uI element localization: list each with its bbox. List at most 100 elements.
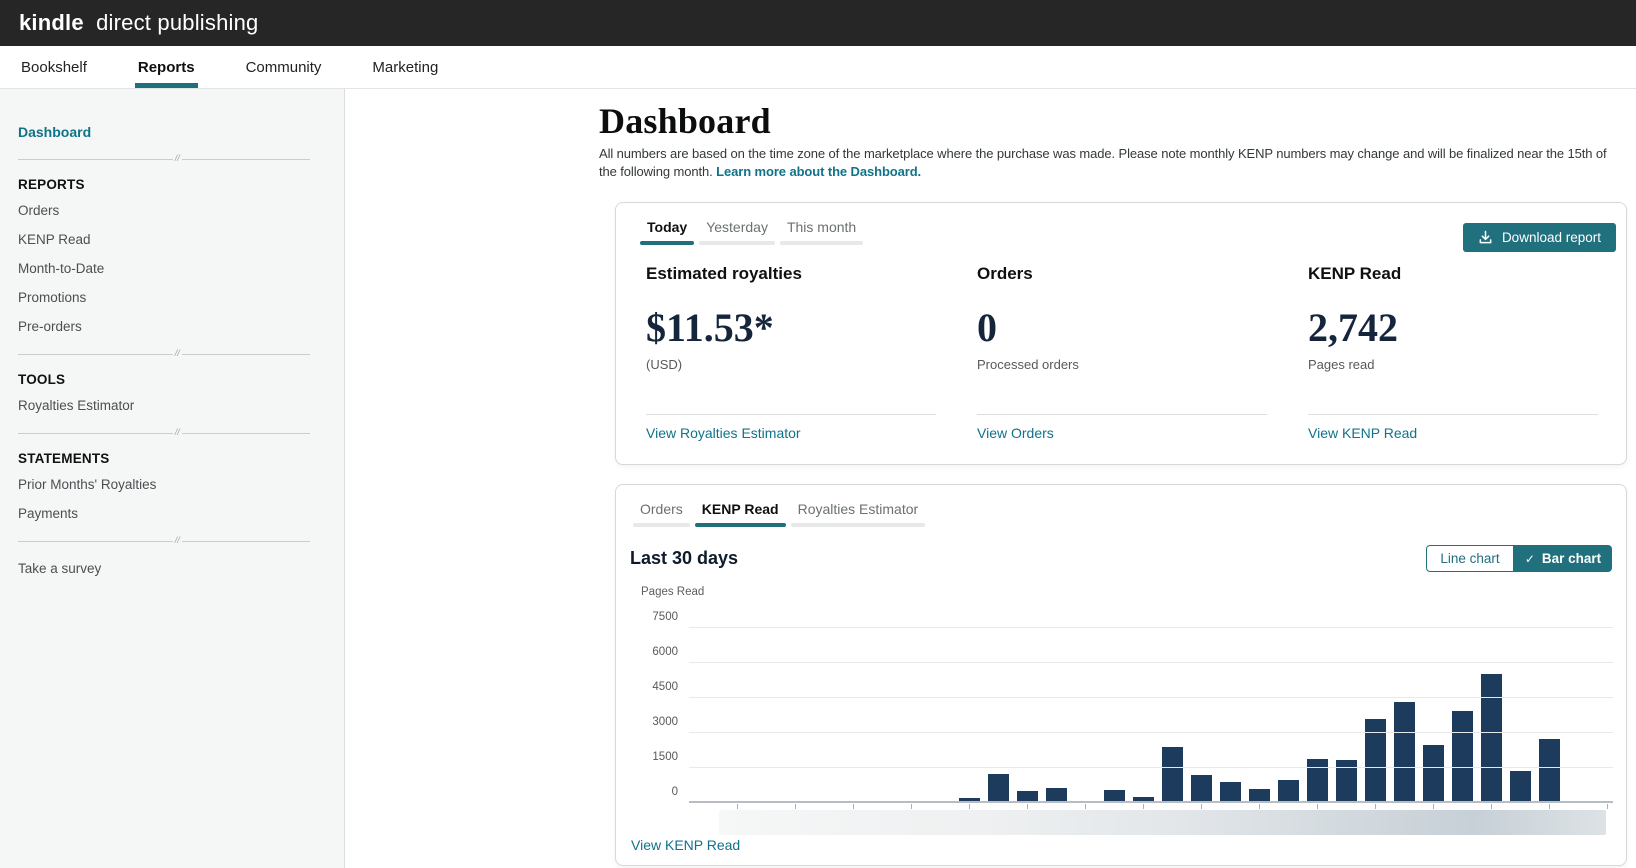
bar xyxy=(1307,759,1328,802)
bar-slot xyxy=(1361,627,1390,802)
bar xyxy=(1336,760,1357,802)
learn-more-link[interactable]: Learn more about the Dashboard. xyxy=(716,163,922,179)
nav-tab-bookshelf[interactable]: Bookshelf xyxy=(21,58,87,76)
x-tick xyxy=(1027,804,1028,809)
bar-slot xyxy=(926,627,955,802)
tab-kenp-read[interactable]: KENP Read xyxy=(694,501,786,527)
sidebar-item-pre-orders[interactable]: Pre-orders xyxy=(18,319,82,334)
stat-title: Estimated royalties xyxy=(646,264,802,283)
line-chart-button[interactable]: Line chart xyxy=(1426,545,1514,572)
y-tick-label: 1500 xyxy=(652,751,678,763)
stat-value: $11.53* xyxy=(646,305,774,350)
bar xyxy=(959,798,980,802)
bar-slot xyxy=(723,627,752,802)
section-divider xyxy=(18,348,310,358)
x-tick xyxy=(911,804,912,809)
tab-orders[interactable]: Orders xyxy=(633,501,690,527)
summary-card: Today Yesterday This month Download repo… xyxy=(615,202,1627,465)
y-axis-label: Pages Read xyxy=(641,586,705,598)
tab-royalties-estimator[interactable]: Royalties Estimator xyxy=(790,501,925,527)
bar xyxy=(1191,775,1212,802)
bar-slot xyxy=(1100,627,1129,802)
bar-slot xyxy=(1303,627,1332,802)
sidebar-item-promotions[interactable]: Promotions xyxy=(18,290,87,305)
sidebar-item-month-to-date[interactable]: Month-to-Date xyxy=(18,261,105,276)
stat-orders: Orders 0 Processed orders View Orders xyxy=(977,265,1308,441)
stat-subtitle: (USD) xyxy=(646,357,683,372)
stat-divider xyxy=(1308,414,1598,415)
tab-today[interactable]: Today xyxy=(639,219,695,245)
bar-slot xyxy=(1506,627,1535,802)
bar xyxy=(1481,674,1502,802)
x-tick xyxy=(1433,804,1434,809)
page-title: Dashboard xyxy=(599,101,771,141)
download-label: Download report xyxy=(1501,230,1601,245)
x-tick xyxy=(1607,804,1608,809)
bar-chart-button[interactable]: ✓ Bar chart xyxy=(1514,545,1612,572)
gridline xyxy=(689,767,1613,768)
chart-tabs: Orders KENP Read Royalties Estimator xyxy=(633,501,934,527)
x-axis-labels-redacted xyxy=(719,810,1606,835)
stat-title: Orders xyxy=(977,264,1033,283)
stat-value: 0 xyxy=(977,305,997,350)
bar-slot xyxy=(955,627,984,802)
bar xyxy=(1017,791,1038,802)
sidebar-item-orders[interactable]: Orders xyxy=(18,203,60,218)
stat-title: KENP Read xyxy=(1308,264,1402,283)
view-kenp-read-link[interactable]: View KENP Read xyxy=(1308,425,1418,441)
view-royalties-estimator-link[interactable]: View Royalties Estimator xyxy=(646,425,801,441)
view-orders-link[interactable]: View Orders xyxy=(977,425,1054,441)
x-tick xyxy=(1549,804,1550,809)
bar-slot xyxy=(1129,627,1158,802)
sidebar-item-kenp-read[interactable]: KENP Read xyxy=(18,232,91,247)
nav-tab-community[interactable]: Community xyxy=(245,58,322,76)
tab-yesterday[interactable]: Yesterday xyxy=(699,219,775,245)
sidebar-item-royalties-estimator[interactable]: Royalties Estimator xyxy=(18,398,135,413)
bar-slot xyxy=(1477,627,1506,802)
bar-slot xyxy=(839,627,868,802)
x-axis-line xyxy=(689,801,1613,803)
sidebar-item-payments[interactable]: Payments xyxy=(18,506,79,521)
sidebar-heading-statements: STATEMENTS xyxy=(18,450,110,466)
bar-slot xyxy=(1535,627,1564,802)
x-tick xyxy=(969,804,970,809)
y-tick-label: 6000 xyxy=(652,646,678,658)
stat-subtitle: Pages read xyxy=(1308,357,1375,372)
bar-slot xyxy=(1158,627,1187,802)
stat-subtitle: Processed orders xyxy=(977,357,1079,372)
stat-kenp-read: KENP Read 2,742 Pages read View KENP Rea… xyxy=(1308,265,1598,441)
nav-tab-reports[interactable]: Reports xyxy=(134,46,198,88)
kdp-logo[interactable]: kindle direct publishing xyxy=(19,10,258,36)
bar xyxy=(988,774,1009,802)
bar-series xyxy=(694,627,1564,802)
bar-slot xyxy=(810,627,839,802)
stat-estimated-royalties: Estimated royalties $11.53* (USD) View R… xyxy=(646,265,977,441)
section-divider xyxy=(18,153,310,163)
bar xyxy=(1104,790,1125,802)
bar xyxy=(1249,789,1270,802)
bar xyxy=(1046,788,1067,802)
bar-slot xyxy=(1187,627,1216,802)
sidebar-heading-reports: REPORTS xyxy=(18,176,85,192)
bar-slot xyxy=(1216,627,1245,802)
page-description: All numbers are based on the time zone o… xyxy=(599,145,1607,180)
x-tick xyxy=(1259,804,1260,809)
sidebar-item-take-a-survey[interactable]: Take a survey xyxy=(18,561,102,576)
tab-this-month[interactable]: This month xyxy=(779,219,864,245)
x-tick xyxy=(1143,804,1144,809)
bar xyxy=(1452,711,1473,802)
bar-slot xyxy=(897,627,926,802)
y-tick-label: 7500 xyxy=(652,611,678,623)
bar xyxy=(1278,780,1299,802)
x-tick xyxy=(1085,804,1086,809)
y-tick-label: 4500 xyxy=(652,681,678,693)
nav-tab-marketing[interactable]: Marketing xyxy=(372,58,439,76)
bar-slot xyxy=(1419,627,1448,802)
download-report-button[interactable]: Download report xyxy=(1462,223,1616,252)
bar xyxy=(1510,771,1531,802)
sidebar-item-dashboard[interactable]: Dashboard xyxy=(18,124,92,140)
y-tick-label: 3000 xyxy=(652,716,678,728)
sidebar-item-prior-months-royalties[interactable]: Prior Months' Royalties xyxy=(18,477,157,492)
bar-slot xyxy=(1448,627,1477,802)
view-kenp-read-chart-link[interactable]: View KENP Read xyxy=(631,837,741,853)
